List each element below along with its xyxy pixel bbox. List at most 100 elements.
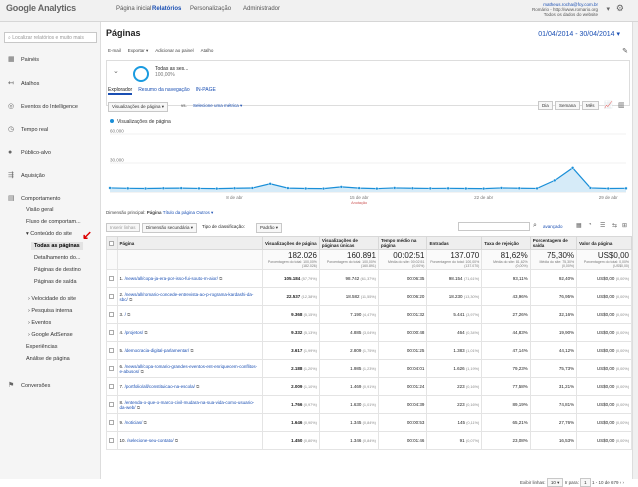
nav-customization[interactable]: Personalização	[190, 6, 232, 12]
external-link-icon[interactable]: ⧉	[129, 296, 133, 302]
page-link[interactable]: /entenda-o-que-o-marco-civil-mudara-na-s…	[119, 399, 255, 410]
row-checkbox[interactable]	[106, 359, 118, 378]
sort-type-select[interactable]: Padrão ▾	[256, 223, 283, 233]
page-link[interactable]: /selecione-seu-contato/	[127, 438, 174, 443]
granularity-week[interactable]: Semana	[555, 101, 580, 110]
sidebar-sub-adsense[interactable]: › Google AdSense	[28, 332, 73, 338]
sidebar-sub-experiments[interactable]: Experiências	[26, 344, 58, 350]
data-point[interactable]	[357, 186, 361, 190]
segment-label[interactable]: Todas as ses... 100,00%	[155, 66, 189, 78]
pivot-view-icon[interactable]: ⊞	[622, 223, 628, 229]
sidebar-sub-exit[interactable]: Páginas de saída	[34, 279, 77, 285]
external-link-icon[interactable]: ⧉	[136, 404, 141, 410]
col-entrances[interactable]: Entradas	[426, 236, 483, 250]
shortcut-button[interactable]: Atalho	[200, 48, 214, 53]
row-checkbox[interactable]	[106, 287, 118, 306]
sidebar-sub-all-pages[interactable]: Todas as páginas	[31, 242, 83, 250]
data-point[interactable]	[571, 166, 575, 170]
data-point[interactable]	[286, 186, 290, 190]
sidebar-item-shortcuts[interactable]: ↤ Atalhos	[8, 80, 40, 87]
segment-circle-icon[interactable]	[133, 66, 149, 82]
gear-icon[interactable]: ⚙	[615, 3, 624, 13]
comparison-view-icon[interactable]: ⇆	[612, 223, 618, 229]
data-point[interactable]	[250, 186, 254, 190]
row-checkbox[interactable]	[106, 395, 118, 414]
metric-select[interactable]: Visualizações de página ▾	[108, 102, 168, 112]
page-link[interactable]: /news/all/copa-ja-era-por-isso-fui-souto…	[124, 276, 218, 281]
motion-chart-icon[interactable]: ▥	[618, 102, 625, 109]
sidebar-sub-landing[interactable]: Páginas de destino	[34, 267, 81, 273]
sidebar-sub-site-content[interactable]: ▾ Conteúdo do site	[26, 231, 72, 237]
data-point[interactable]	[517, 186, 521, 190]
data-point[interactable]	[375, 187, 379, 191]
data-point[interactable]	[232, 186, 237, 190]
sidebar-sub-flow[interactable]: Fluxo de comportam...	[26, 219, 81, 225]
edit-icon[interactable]: ✎	[622, 48, 628, 55]
sidebar-sub-drilldown[interactable]: Detalhamento do...	[34, 255, 81, 261]
prev-page-icon[interactable]: ‹	[619, 480, 622, 485]
data-point[interactable]	[143, 186, 148, 191]
data-point[interactable]	[446, 186, 450, 190]
data-point[interactable]	[197, 186, 201, 191]
compare-metric-link[interactable]: Selecione uma métrica ▾	[193, 103, 243, 108]
col-pageviews[interactable]: Visualizações de página	[262, 236, 320, 250]
google-analytics-logo[interactable]: Google Analytics	[6, 3, 76, 13]
nav-admin[interactable]: Administrador	[243, 6, 281, 12]
col-page-value[interactable]: Valor da página	[576, 236, 632, 250]
advanced-filter-link[interactable]: avançado	[543, 224, 563, 229]
row-checkbox[interactable]	[106, 431, 118, 450]
col-avg-time[interactable]: Tempo médio na página	[377, 236, 428, 250]
table-row[interactable]: 8. /entenda-o-que-o-marco-civil-mudara-n…	[106, 395, 632, 414]
account-selector[interactable]: matheus.rocha@fcy.com.br Romário - http:…	[531, 2, 598, 17]
primary-dim-page-title[interactable]: Título da página	[162, 210, 196, 215]
data-point[interactable]	[339, 185, 343, 189]
data-point[interactable]	[624, 186, 628, 190]
segment-chevron-icon[interactable]: ⌄	[113, 68, 119, 75]
sidebar-item-conversions[interactable]: ⚑ Conversões	[8, 382, 51, 389]
select-all-checkbox[interactable]	[106, 236, 118, 250]
table-filter-input[interactable]	[458, 222, 530, 231]
sidebar-item-dashboards[interactable]: ▦ Painéis	[8, 56, 40, 63]
tab-explorer[interactable]: Explorador	[108, 87, 133, 95]
data-point[interactable]	[393, 186, 397, 190]
page-link[interactable]: /	[124, 312, 126, 317]
sidebar-sub-site-search[interactable]: › Pesquisa interna	[28, 308, 73, 314]
row-checkbox[interactable]	[106, 377, 118, 396]
sidebar-item-audience[interactable]: ● Público-alvo	[8, 149, 51, 156]
data-point[interactable]	[553, 178, 557, 182]
page-link[interactable]: /portfolio/all/constituicao-na-escola/	[124, 384, 195, 389]
row-checkbox[interactable]	[106, 269, 118, 288]
data-point[interactable]	[410, 186, 415, 190]
data-point[interactable]	[304, 186, 308, 191]
data-point[interactable]	[268, 182, 272, 186]
nav-reports[interactable]: Relatórios	[152, 6, 182, 12]
data-point[interactable]	[321, 187, 326, 191]
row-checkbox[interactable]	[106, 413, 118, 432]
data-point[interactable]	[428, 186, 432, 191]
table-row[interactable]: 4. /projetos/ ⧉ 9.332 (5,13%) 4.885 (3,04%…	[106, 323, 632, 342]
plot-rows-button[interactable]: Inserir linhas	[106, 223, 140, 232]
table-row[interactable]: 10. /selecione-seu-contato/ ⧉ 1.450 (0,80…	[106, 431, 632, 450]
data-point[interactable]	[215, 187, 219, 191]
row-checkbox[interactable]	[106, 323, 118, 342]
email-button[interactable]: E-mail	[108, 48, 121, 53]
date-range-picker[interactable]: 01/04/2014 - 30/04/2014 ▾	[538, 31, 620, 38]
goto-page-input[interactable]: 1	[580, 478, 591, 487]
search-input[interactable]: ⌕ Localizar relatórios e muito mais	[4, 32, 97, 43]
data-point[interactable]	[606, 186, 610, 191]
data-point[interactable]	[535, 186, 539, 191]
col-page[interactable]: Página	[116, 236, 264, 250]
sidebar-sub-overview[interactable]: Visão geral	[26, 207, 54, 213]
tab-in-page[interactable]: IN-PAGE	[195, 87, 216, 93]
annotation-label[interactable]: Anotação	[351, 201, 367, 205]
page-link[interactable]: /news/all/romario-concede-entrevista-ao-…	[119, 291, 254, 302]
external-link-icon[interactable]: ⧉	[219, 276, 223, 281]
data-point[interactable]	[108, 186, 112, 190]
sidebar-sub-site-speed[interactable]: › Velocidade do site	[28, 296, 77, 302]
data-point[interactable]	[588, 186, 593, 190]
external-link-icon[interactable]: ⧉	[174, 438, 179, 443]
sidebar-item-acquisition[interactable]: ⇶ Aquisição	[8, 172, 45, 179]
page-link[interactable]: /noticias/	[124, 420, 143, 425]
data-point[interactable]	[464, 186, 468, 191]
data-point[interactable]	[499, 186, 504, 190]
